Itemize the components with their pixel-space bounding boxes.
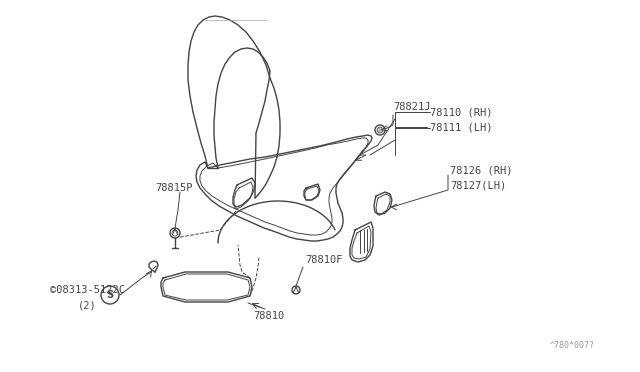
Circle shape	[172, 230, 178, 236]
Text: 78126 (RH): 78126 (RH)	[450, 165, 513, 175]
Text: ^780*007?: ^780*007?	[550, 341, 595, 350]
Text: 78127(LH): 78127(LH)	[450, 180, 506, 190]
Text: 78810: 78810	[253, 311, 284, 321]
Circle shape	[292, 286, 300, 294]
Text: 78810F: 78810F	[305, 255, 342, 265]
Circle shape	[101, 286, 119, 304]
Text: S: S	[106, 290, 113, 300]
Text: 78815P: 78815P	[155, 183, 193, 193]
Circle shape	[375, 125, 385, 135]
Text: ©08313-5122C: ©08313-5122C	[50, 285, 125, 295]
Text: 78110 (RH): 78110 (RH)	[430, 107, 493, 117]
Text: (2): (2)	[78, 300, 97, 310]
Text: 78111 (LH): 78111 (LH)	[430, 122, 493, 132]
Circle shape	[170, 228, 180, 238]
Circle shape	[377, 127, 383, 133]
Text: 78821J: 78821J	[393, 102, 431, 112]
